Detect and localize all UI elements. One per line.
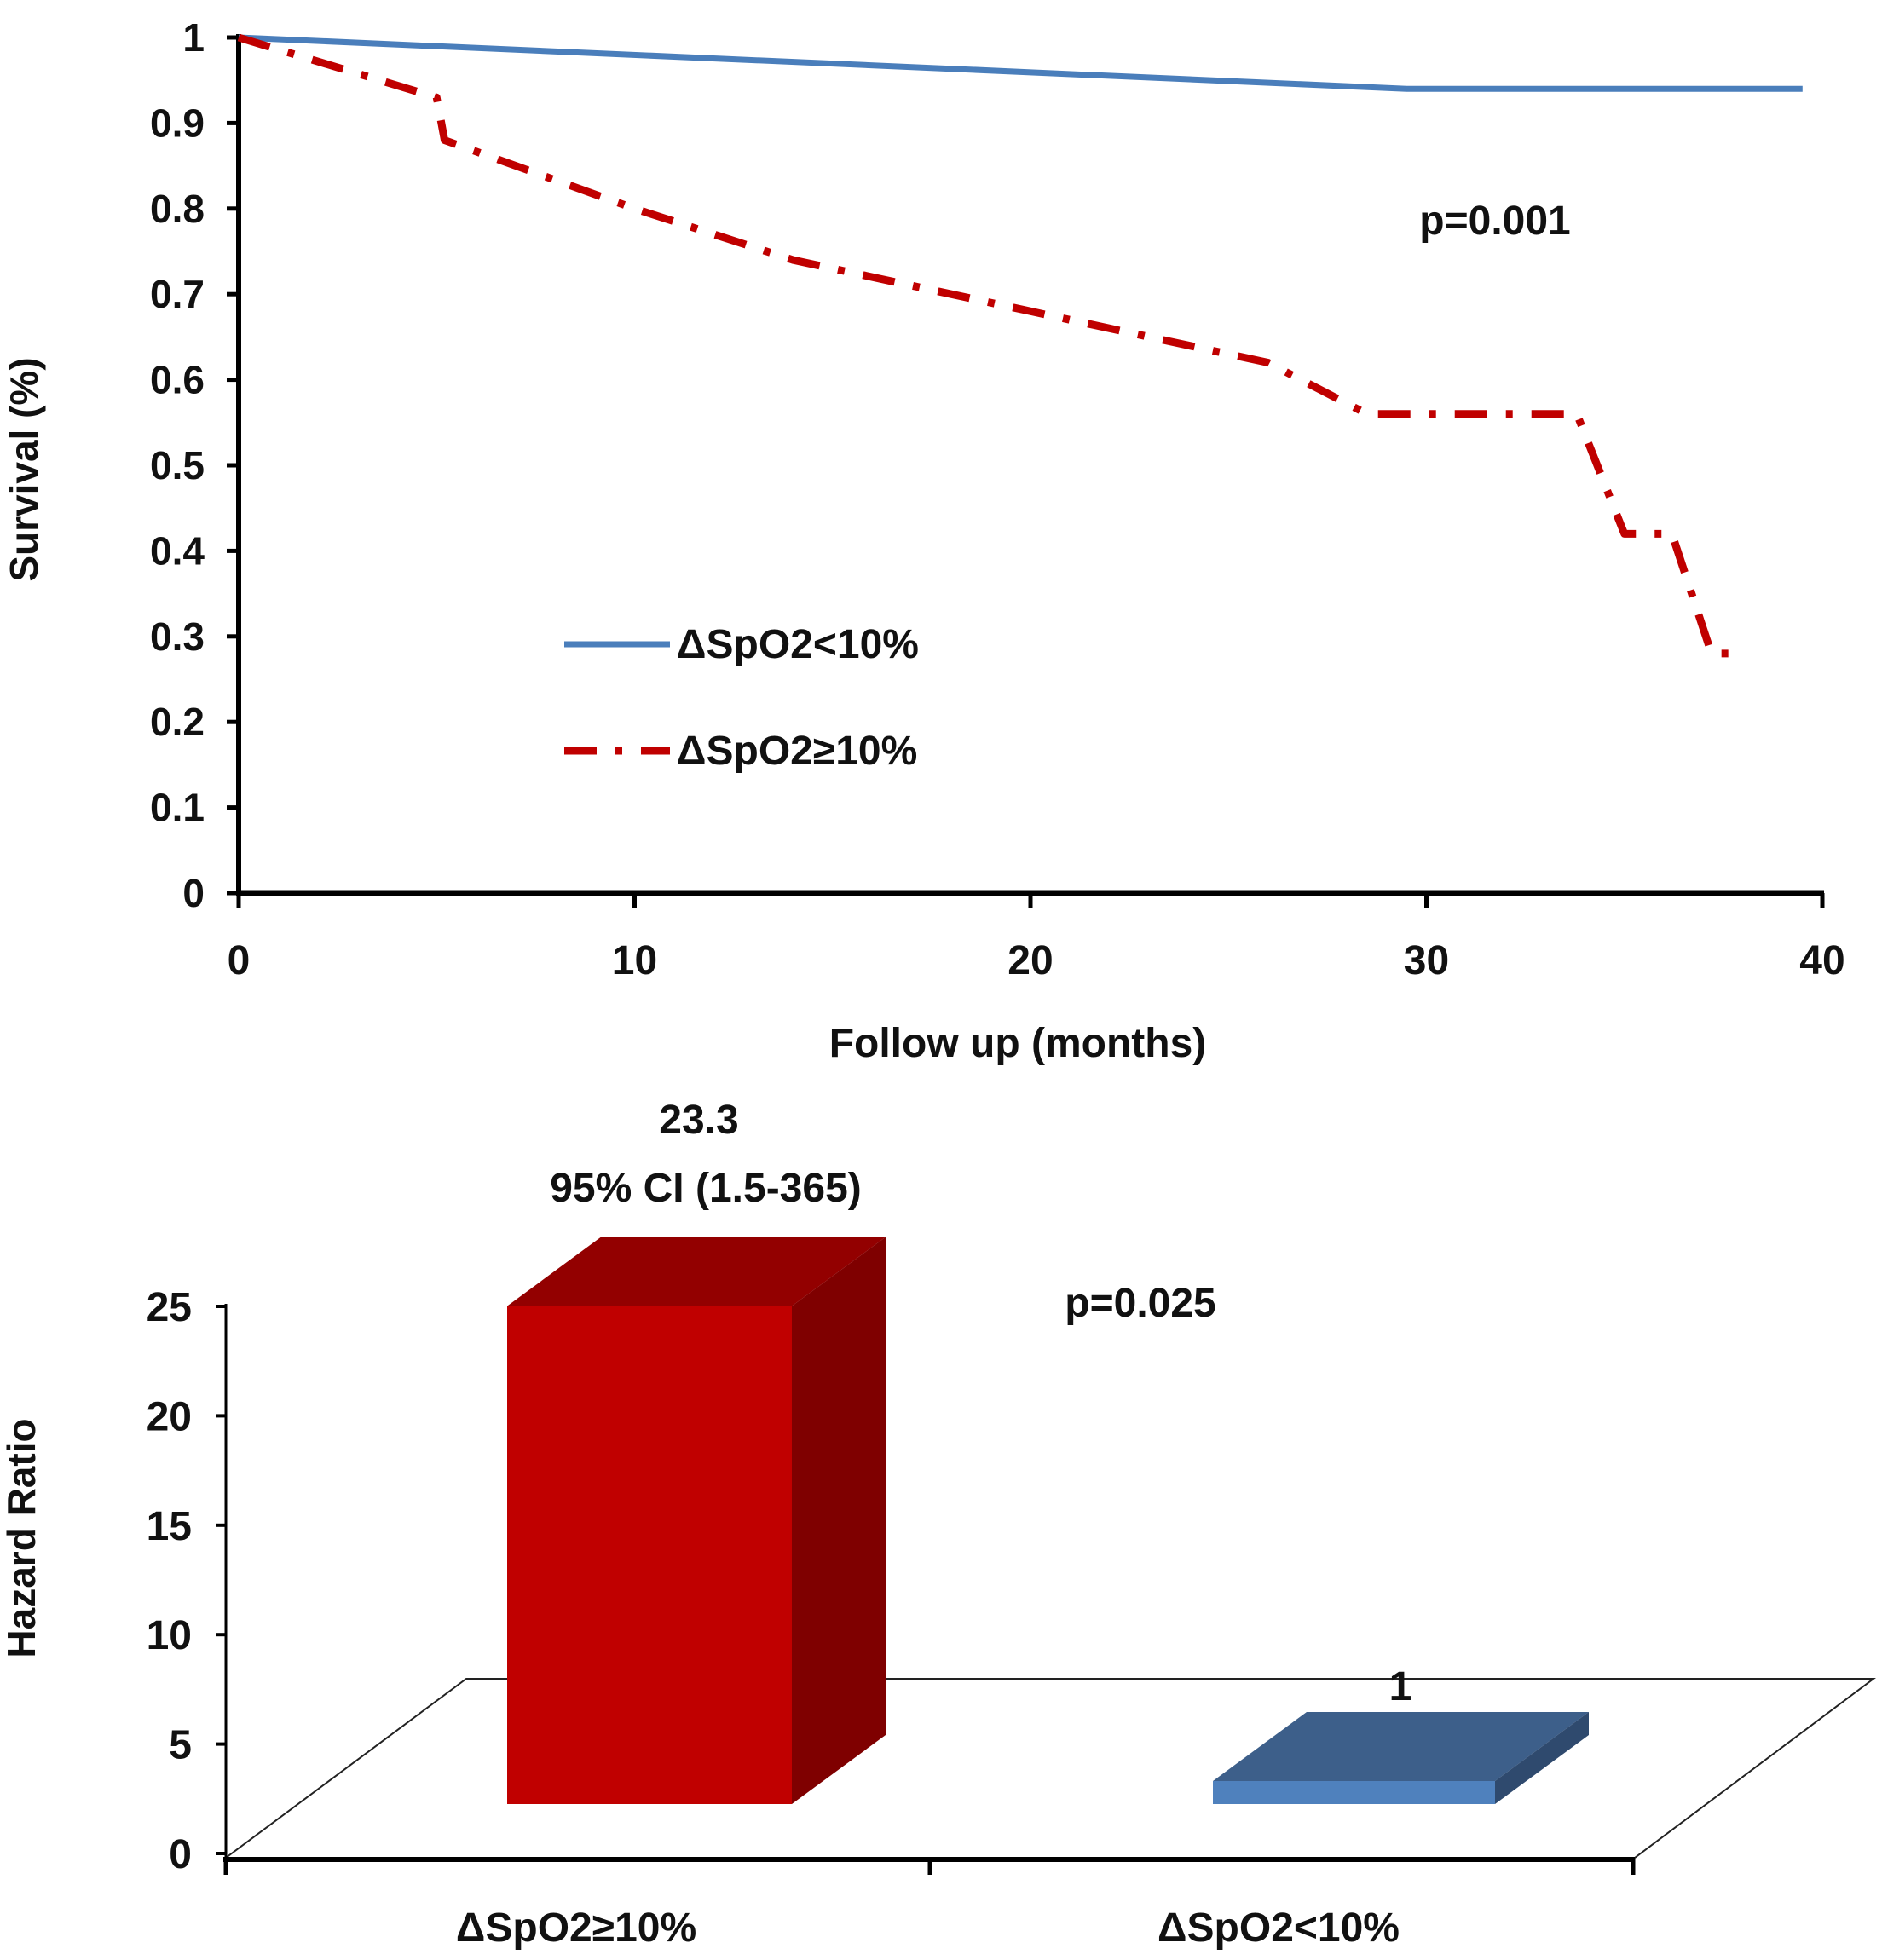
y-tick-label: 25	[147, 1285, 192, 1330]
bar-front-face	[507, 1306, 792, 1804]
survival-chart: 00.10.20.30.40.50.60.70.80.91 0 10 20 30 40 …	[2, 15, 1845, 1066]
y-tick-label: 0.5	[150, 443, 205, 487]
category-label-0: ΔSpO2≥10%	[456, 1905, 696, 1951]
y-axis-label: Survival (%)	[2, 357, 46, 581]
x-tick-label: 20	[1007, 938, 1053, 983]
bar-top-face	[1213, 1712, 1589, 1781]
x-tick-label: 30	[1404, 938, 1449, 983]
bar-0	[507, 1237, 886, 1804]
y-axis-label: Hazard Ratio	[0, 1418, 43, 1657]
y-tick-label: 5	[169, 1723, 192, 1768]
hazard-ratio-chart: 0 5 10 15 20 25 23.3 95% CI (1.5-365) 1 p=0.0…	[0, 1098, 1876, 1951]
legend: ΔSpO2<10% ΔSpO2≥10%	[564, 622, 919, 774]
bar-1	[1213, 1712, 1589, 1804]
y-tick-label: 0.3	[150, 614, 205, 659]
x-axis-label: Follow up (months)	[829, 1021, 1207, 1066]
ci-label: 95% CI (1.5-365)	[550, 1166, 862, 1211]
y-tick-label: 10	[147, 1613, 192, 1658]
y-tick-label: 0.6	[150, 358, 205, 402]
x-tick-label: 0	[228, 938, 251, 983]
y-tick-label: 0.9	[150, 101, 205, 145]
floor-plane	[222, 1678, 1876, 1859]
y-tick-label: 0.2	[150, 700, 205, 744]
bar-data-label-1: 1	[1389, 1664, 1412, 1709]
x-tick-label: 10	[612, 938, 657, 983]
bar-side-face	[792, 1237, 886, 1804]
bar-side-face	[1495, 1712, 1589, 1804]
category-label-1: ΔSpO2<10%	[1157, 1905, 1400, 1951]
survival-line-below-10	[238, 34, 1803, 92]
x-tick-label: 40	[1799, 938, 1844, 983]
y-tick-label: 0.4	[150, 528, 205, 573]
y-tick-label: 20	[147, 1394, 192, 1439]
survival-line-above-10	[237, 33, 1744, 658]
y-tick-label: 1	[182, 15, 205, 60]
legend-label-0: ΔSpO2<10%	[677, 622, 919, 667]
y-tick-label: 0.7	[150, 272, 205, 316]
y-tick-label: 0.1	[150, 786, 205, 830]
y-tick-label: 15	[147, 1504, 192, 1549]
bar-top-face	[507, 1237, 886, 1306]
p-value-annotation: p=0.001	[1419, 199, 1570, 244]
y-tick-label: 0	[169, 1832, 192, 1877]
y-tick-label: 0.8	[150, 187, 205, 231]
y-tick-label: 0	[182, 871, 205, 915]
legend-label-1: ΔSpO2≥10%	[677, 729, 917, 774]
p-value-annotation: p=0.025	[1065, 1281, 1215, 1326]
bar-front-face	[1213, 1781, 1495, 1804]
bar-data-label-0: 23.3	[659, 1098, 738, 1143]
